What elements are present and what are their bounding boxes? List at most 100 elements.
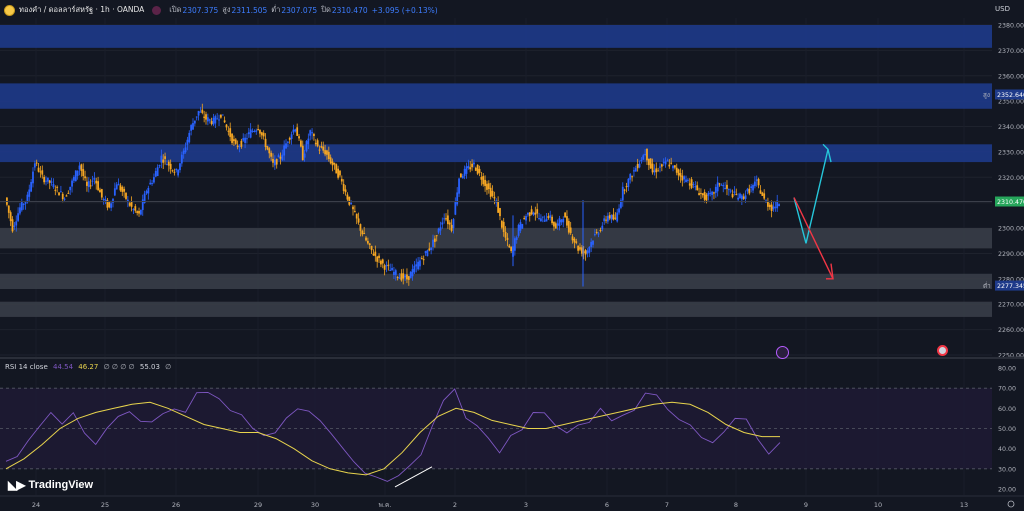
candle-body bbox=[582, 251, 585, 253]
candle-body bbox=[93, 177, 96, 180]
rsi-divergence-line[interactable] bbox=[394, 466, 433, 488]
candle-body bbox=[750, 186, 753, 189]
candle-body bbox=[679, 173, 682, 177]
candle-body bbox=[659, 166, 661, 168]
candle-body bbox=[486, 183, 488, 190]
candle-body bbox=[409, 271, 412, 279]
candle-body bbox=[553, 221, 555, 227]
candle-body bbox=[20, 201, 23, 211]
candle-body bbox=[65, 195, 68, 197]
candle-body bbox=[726, 184, 728, 189]
candle-body bbox=[735, 193, 738, 195]
candle-body bbox=[755, 179, 758, 181]
candle-body bbox=[352, 206, 354, 210]
candle-body bbox=[318, 149, 321, 151]
candle-body bbox=[701, 193, 704, 196]
bullish-scenario-arrow[interactable] bbox=[793, 149, 829, 244]
rsi-flag-2: ∅ bbox=[165, 363, 172, 371]
rsi-tick-label: 30.00 bbox=[998, 466, 1016, 473]
candle-body bbox=[705, 194, 708, 201]
candle-body bbox=[396, 277, 399, 279]
candle-body bbox=[564, 212, 567, 218]
candle-body bbox=[166, 164, 168, 166]
candle-body bbox=[206, 117, 209, 122]
candle-body bbox=[11, 219, 14, 232]
rsi-line[interactable] bbox=[5, 388, 781, 482]
candle-body bbox=[767, 201, 769, 207]
candle-body bbox=[606, 215, 609, 222]
candle-body bbox=[720, 184, 723, 186]
symbol-title[interactable]: ทองคำ / ดอลลาร์สหรัฐ · 1h · OANDA bbox=[19, 5, 145, 14]
candle-body bbox=[160, 155, 163, 163]
candle-body bbox=[573, 238, 576, 243]
candle-body bbox=[387, 264, 390, 266]
candle-body bbox=[61, 193, 64, 200]
low-value: 2307.075 bbox=[281, 5, 318, 15]
change-value: +3.095 (+0.13%) bbox=[371, 5, 438, 15]
candle-body bbox=[296, 127, 299, 136]
candle-body bbox=[59, 191, 62, 193]
candle-body bbox=[197, 110, 200, 116]
candle-body bbox=[359, 224, 362, 231]
candle-body bbox=[519, 222, 522, 231]
candle-body bbox=[225, 124, 228, 128]
candle-body bbox=[272, 158, 274, 163]
candle-body bbox=[562, 218, 565, 223]
candle-body bbox=[188, 132, 191, 143]
candle-body bbox=[26, 194, 29, 203]
candle-body bbox=[772, 206, 775, 210]
candle-body bbox=[517, 224, 520, 236]
candle-body bbox=[35, 162, 38, 164]
candle-body bbox=[422, 259, 425, 261]
candle-body bbox=[441, 222, 444, 225]
candle-body bbox=[257, 129, 260, 131]
candle-body bbox=[433, 238, 436, 242]
high-price-badge-label: สูง bbox=[983, 92, 990, 99]
candle-body bbox=[82, 169, 85, 177]
candle-body bbox=[696, 185, 699, 191]
candle-body bbox=[143, 193, 146, 204]
candle-body bbox=[642, 155, 645, 160]
candle-body bbox=[774, 206, 777, 208]
candle-body bbox=[67, 192, 70, 194]
price-axis[interactable] bbox=[992, 0, 1024, 358]
candle-body bbox=[407, 276, 410, 280]
candle-body bbox=[234, 139, 237, 144]
candle-body bbox=[541, 216, 544, 218]
candle-body bbox=[229, 128, 232, 137]
candle-body bbox=[612, 214, 615, 220]
candle-body bbox=[376, 256, 379, 262]
rsi-title[interactable]: RSI 14 close bbox=[5, 363, 48, 371]
lightning-event-icon[interactable] bbox=[776, 346, 789, 359]
candle-body bbox=[776, 200, 779, 209]
settings-gear-icon[interactable] bbox=[1007, 500, 1015, 508]
currency-label[interactable]: USD bbox=[995, 5, 1010, 13]
candle-body bbox=[646, 148, 648, 161]
candle-body bbox=[130, 201, 133, 207]
candle-body bbox=[335, 164, 338, 174]
candle-body bbox=[182, 150, 185, 155]
candle-body bbox=[761, 192, 764, 196]
close-label: ปิด bbox=[321, 5, 331, 14]
candle-body bbox=[657, 170, 660, 172]
rsi-ma-line[interactable] bbox=[5, 401, 780, 476]
candle-body bbox=[260, 132, 263, 136]
candle-body bbox=[28, 189, 31, 197]
us-flag-event-icon[interactable] bbox=[937, 345, 948, 356]
candle-body bbox=[115, 184, 118, 190]
candle-body bbox=[742, 196, 745, 199]
candle-body bbox=[618, 208, 620, 213]
zone-resistance bbox=[0, 25, 992, 48]
candle-body bbox=[536, 209, 539, 214]
candle-body bbox=[406, 274, 408, 280]
candle-body bbox=[636, 164, 639, 169]
rsi-value: 44.54 bbox=[53, 363, 74, 371]
time-tick-label: 13 bbox=[960, 501, 968, 509]
bearish-scenario-arrow[interactable] bbox=[793, 197, 834, 280]
candle-body bbox=[108, 202, 111, 208]
candle-body bbox=[551, 216, 553, 224]
tradingview-logo[interactable]: ◣▶ TradingView bbox=[8, 478, 93, 492]
candle-body bbox=[292, 129, 295, 133]
